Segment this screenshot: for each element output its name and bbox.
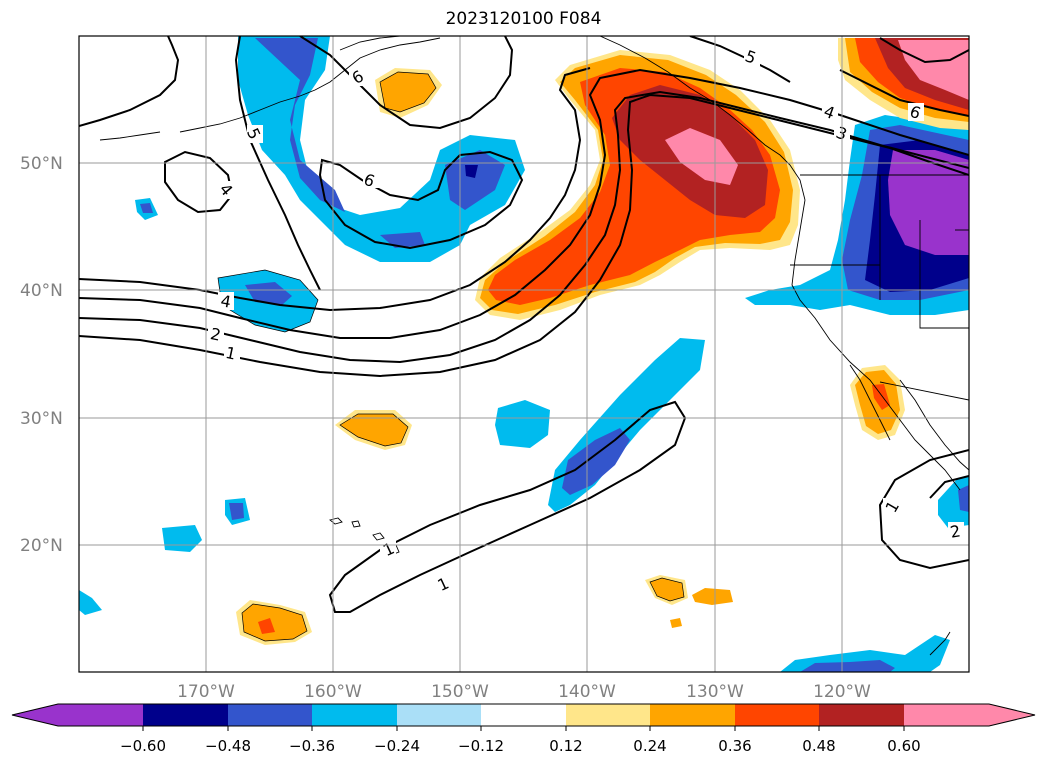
positive-anomaly-region [665,128,738,185]
contour-layer [79,36,969,613]
contour-label: 1 [224,343,238,364]
coastline [599,36,806,201]
colorbar-tick-label: 0.12 [549,737,582,755]
negative-anomaly-region [245,282,292,305]
negative-anomaly-region [465,165,478,178]
contour-line [164,150,234,214]
negative-anomaly-region [888,150,969,255]
contour-line [79,90,969,364]
contour-line [79,93,969,378]
anomaly-outline [379,71,437,113]
colorbar-tick-label: 0.60 [887,737,920,755]
colorbar-tick-label: −0.36 [289,737,335,755]
positive-anomaly-region [340,414,408,446]
lat-label: 50°N [20,154,63,174]
colorbar-tick-label: −0.12 [458,737,504,755]
state-border [919,220,969,329]
gridlines [79,36,969,672]
map-title: 2023120100 F084 [445,9,602,29]
anomaly-outline [339,413,409,447]
negative-anomaly-region [938,475,969,528]
colorbar-segment [228,704,312,726]
longitude-labels: 170°W 160°W 150°W 140°W 130°W 120°W [177,682,871,702]
contour-line [839,69,969,117]
coastline [339,36,401,51]
lon-label: 140°W [558,682,616,702]
island [372,532,385,541]
colorbar-segment [819,704,904,726]
colorbar-extend-left [12,704,143,726]
colorbar-tick-label: 0.36 [718,737,751,755]
lon-label: 170°W [177,682,235,702]
contour-label-layer: 4 2 1 5 4 6 6 5 4 3 6 1 1 1 2 [208,46,964,595]
coastline [929,631,951,656]
negative-anomaly-region [79,590,102,615]
contour-label: 4 [219,291,232,311]
positive-anomaly-region [242,604,307,641]
colorbar-tick-label: −0.48 [205,737,251,755]
contour-label: 2 [949,521,962,541]
contour-line [879,37,969,64]
positive-anomaly-region [670,618,682,628]
colorbar-segment [735,704,819,726]
colorbar: −0.60 −0.48 −0.36 −0.24 −0.12 0.12 0.24 … [11,703,1036,755]
contour-line [929,475,969,499]
colorbar-tick-label: −0.60 [120,737,166,755]
contour-line [79,67,591,312]
state-border [879,381,969,401]
lon-label: 120°W [813,682,871,702]
colorbar-segment [566,704,650,726]
negative-anomaly-region [958,485,969,512]
contour-line [299,36,514,130]
contour-line [79,36,180,127]
positive-anomaly-region [692,588,733,605]
colorbar-extend-right [904,704,1035,726]
colorbar-segment [650,704,735,726]
positive-anomaly-region [380,72,436,112]
positive-anomaly-region [258,618,275,634]
negative-anomaly-region [140,203,153,213]
latitude-labels: 50°N 40°N 30°N 20°N [20,154,63,556]
negative-anomaly-region [562,428,630,495]
lat-label: 40°N [20,281,63,301]
coastline [179,37,441,133]
island [351,520,361,528]
negative-anomaly-region [780,635,950,672]
lat-label: 20°N [20,536,63,556]
lon-label: 160°W [304,682,362,702]
positive-anomaly-region [898,40,969,100]
colorbar-tick-label: −0.24 [374,737,420,755]
contour-line [234,36,321,291]
lat-label: 30°N [20,409,63,429]
coastline [99,131,161,141]
map-frame [78,35,970,673]
negative-anomaly-region [800,660,895,672]
contour-line [328,400,687,613]
contour-label: 2 [209,324,223,345]
colorbar-segment [397,704,481,726]
coastline-layer [99,36,969,656]
negative-anomaly-region [255,38,345,212]
positive-anomaly-region [650,578,684,601]
anomaly-fill-layer [79,36,969,672]
lon-label: 130°W [686,682,744,702]
coastline [791,199,961,491]
colorbar-tick-label: 0.24 [633,737,666,755]
contour-line [878,449,969,570]
coastline [899,379,969,471]
coastline [849,364,891,441]
negative-anomaly-region [495,400,550,448]
positive-anomaly-region [872,384,890,410]
anomaly-outline [649,577,685,602]
contour-line [79,68,969,339]
colorbar-segment [312,704,397,726]
anomaly-outline [241,603,308,642]
colorbar-tick-label: 0.48 [802,737,835,755]
colorbar-segment [143,704,228,726]
colorbar-segment [481,704,566,726]
negative-anomaly-region [229,503,244,520]
lon-label: 150°W [431,682,489,702]
